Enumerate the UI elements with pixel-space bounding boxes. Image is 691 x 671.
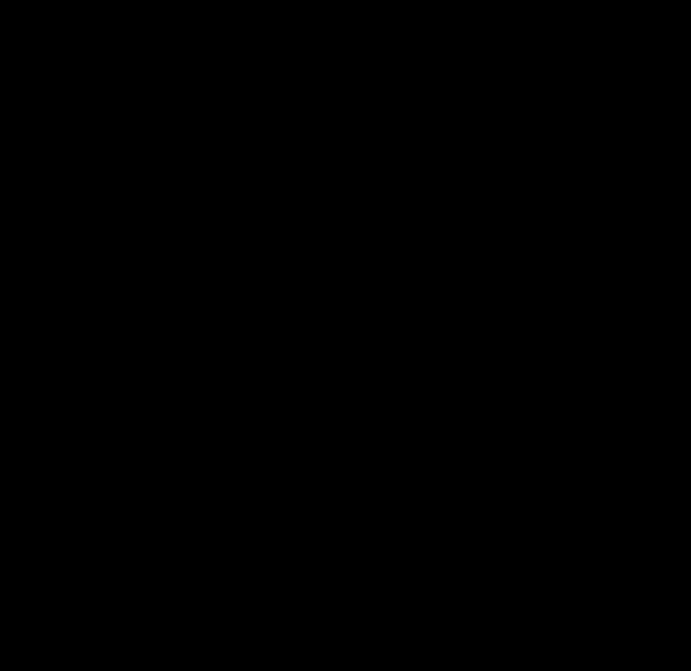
figure [0, 0, 691, 671]
page: (() => { const data = JSON.parse(documen… [0, 0, 691, 671]
background [0, 0, 691, 671]
